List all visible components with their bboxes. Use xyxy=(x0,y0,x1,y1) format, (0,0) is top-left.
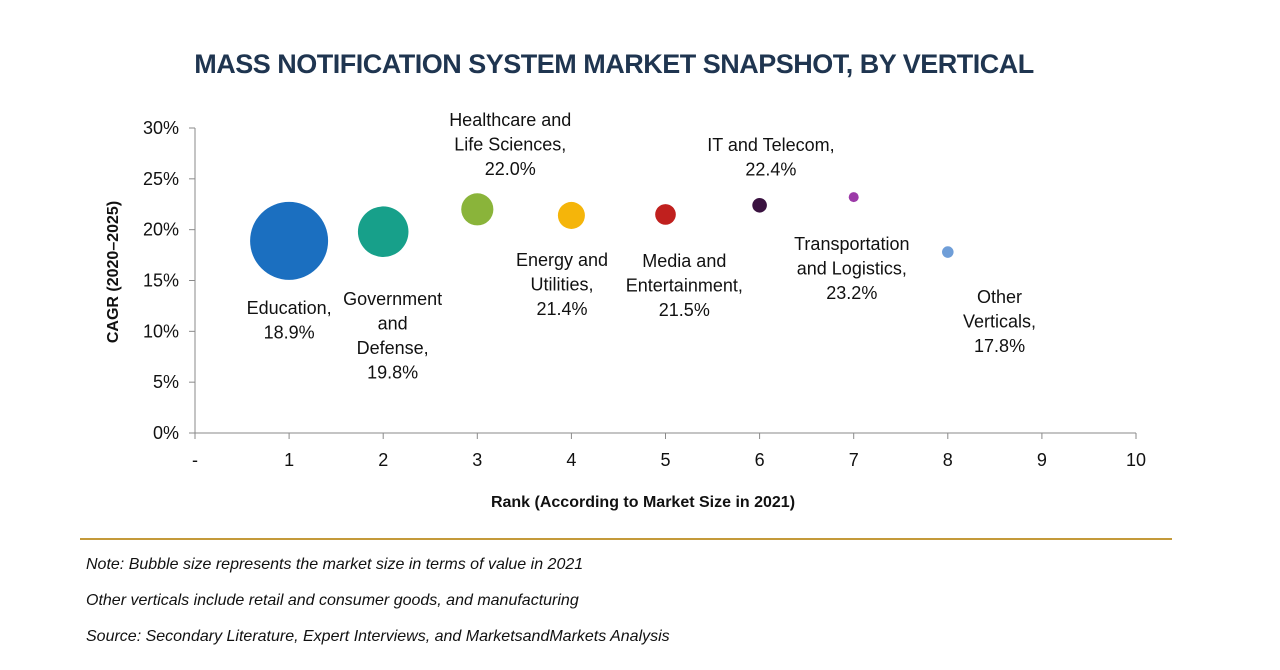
bubble-label-healthcare-and-life-sciences: Healthcare and Life Sciences, 22.0% xyxy=(449,110,571,179)
x-tick-label: 10 xyxy=(1126,450,1146,470)
y-tick-label: 15% xyxy=(143,271,179,291)
x-tick-label: 9 xyxy=(1037,450,1047,470)
bubble-label-government-and-defense: Government and Defense, 19.8% xyxy=(343,289,442,383)
bubble-energy-and-utilities xyxy=(557,201,585,229)
bubble-transportation-and-logistics xyxy=(848,192,859,203)
y-tick-label: 25% xyxy=(143,169,179,189)
bubble-label-energy-and-utilities: Energy and Utilities, 21.4% xyxy=(516,250,608,319)
bubble-label-other-verticals: Other Verticals, 17.8% xyxy=(963,287,1036,356)
bubbles-group xyxy=(250,192,954,280)
bubble-it-and-telecom xyxy=(752,197,767,213)
x-tick-label: 7 xyxy=(849,450,859,470)
x-axis-title: Rank (According to Market Size in 2021) xyxy=(491,494,795,511)
y-tick-label: 10% xyxy=(143,321,179,341)
bubble-healthcare-and-life-sciences xyxy=(461,193,494,226)
bubble-other-verticals xyxy=(942,246,954,258)
bubble-media-and-entertainment xyxy=(655,204,676,225)
bubble-label-education: Education, 18.9% xyxy=(247,298,332,343)
y-axis-ticks: 0% 5% 10% 15% 20% 25% 30% xyxy=(143,118,195,443)
notes-block: Note: Bubble size represents the market … xyxy=(86,553,670,661)
bubble-chart: MASS NOTIFICATION SYSTEM MARKET SNAPSHOT… xyxy=(105,49,1146,511)
bubble-education xyxy=(250,201,329,280)
bubble-labels-group: Education, 18.9%Government and Defense, 19.8… xyxy=(247,110,1037,383)
y-tick-label: 0% xyxy=(153,423,179,443)
x-tick-label: 5 xyxy=(660,450,670,470)
notes-divider xyxy=(80,538,1172,540)
note-bubble-size: Note: Bubble size represents the market … xyxy=(86,556,584,573)
y-axis-title: CAGR (2020–2025) xyxy=(105,201,122,343)
y-tick-label: 20% xyxy=(143,220,179,240)
bubble-label-transportation-and-logistics: Transportation and Logistics, 23.2% xyxy=(794,234,909,303)
bubble-label-it-and-telecom: IT and Telecom, 22.4% xyxy=(707,135,834,180)
y-tick-label: 5% xyxy=(153,372,179,392)
x-tick-label: - xyxy=(192,450,198,470)
x-tick-label: 4 xyxy=(566,450,576,470)
x-axis-ticks: - 1 2 3 4 5 6 7 8 9 10 xyxy=(192,433,1146,470)
x-tick-label: 6 xyxy=(755,450,765,470)
x-tick-label: 1 xyxy=(284,450,294,470)
bubble-government-and-defense xyxy=(357,206,409,257)
note-source: Source: Secondary Literature, Expert Int… xyxy=(86,628,670,645)
x-tick-label: 2 xyxy=(378,450,388,470)
note-other-verticals: Other verticals include retail and consu… xyxy=(86,592,579,609)
chart-title: MASS NOTIFICATION SYSTEM MARKET SNAPSHOT… xyxy=(194,49,1034,79)
bubble-label-media-and-entertainment: Media and Entertainment, 21.5% xyxy=(626,251,743,320)
x-tick-label: 3 xyxy=(472,450,482,470)
x-tick-label: 8 xyxy=(943,450,953,470)
y-tick-label: 30% xyxy=(143,118,179,138)
